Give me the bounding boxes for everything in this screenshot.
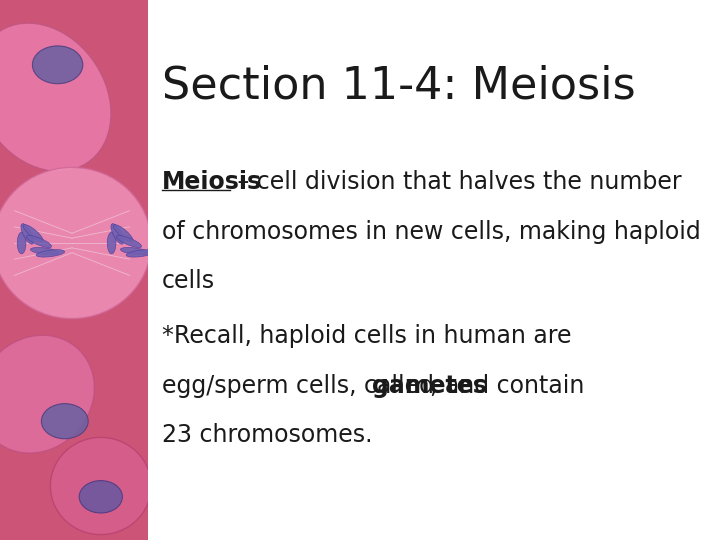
Ellipse shape — [79, 481, 122, 513]
Ellipse shape — [0, 23, 111, 171]
Text: cells: cells — [162, 269, 215, 293]
Text: Meiosis: Meiosis — [162, 170, 262, 194]
Text: 23 chromosomes.: 23 chromosomes. — [162, 423, 372, 447]
Ellipse shape — [21, 224, 34, 244]
Text: of chromosomes in new cells, making haploid: of chromosomes in new cells, making hapl… — [162, 220, 701, 244]
Ellipse shape — [41, 404, 89, 438]
Text: gametes: gametes — [372, 374, 487, 397]
Ellipse shape — [30, 247, 59, 255]
Text: egg/sperm cells, called: egg/sperm cells, called — [162, 374, 441, 397]
Ellipse shape — [26, 235, 52, 247]
Ellipse shape — [0, 167, 151, 319]
Ellipse shape — [120, 247, 149, 255]
Text: , and contain: , and contain — [430, 374, 584, 397]
Ellipse shape — [36, 249, 65, 257]
Ellipse shape — [111, 224, 124, 244]
Ellipse shape — [32, 46, 83, 84]
Ellipse shape — [126, 249, 155, 257]
Ellipse shape — [17, 232, 26, 254]
Ellipse shape — [23, 225, 43, 242]
Ellipse shape — [50, 437, 151, 535]
Text: – cell division that halves the number: – cell division that halves the number — [230, 170, 681, 194]
Ellipse shape — [107, 232, 116, 254]
Ellipse shape — [0, 335, 94, 453]
Ellipse shape — [116, 235, 142, 247]
FancyBboxPatch shape — [0, 0, 148, 540]
Ellipse shape — [113, 225, 133, 242]
Text: *Recall, haploid cells in human are: *Recall, haploid cells in human are — [162, 324, 572, 348]
FancyBboxPatch shape — [148, 0, 720, 540]
Text: Section 11-4: Meiosis: Section 11-4: Meiosis — [162, 65, 636, 108]
